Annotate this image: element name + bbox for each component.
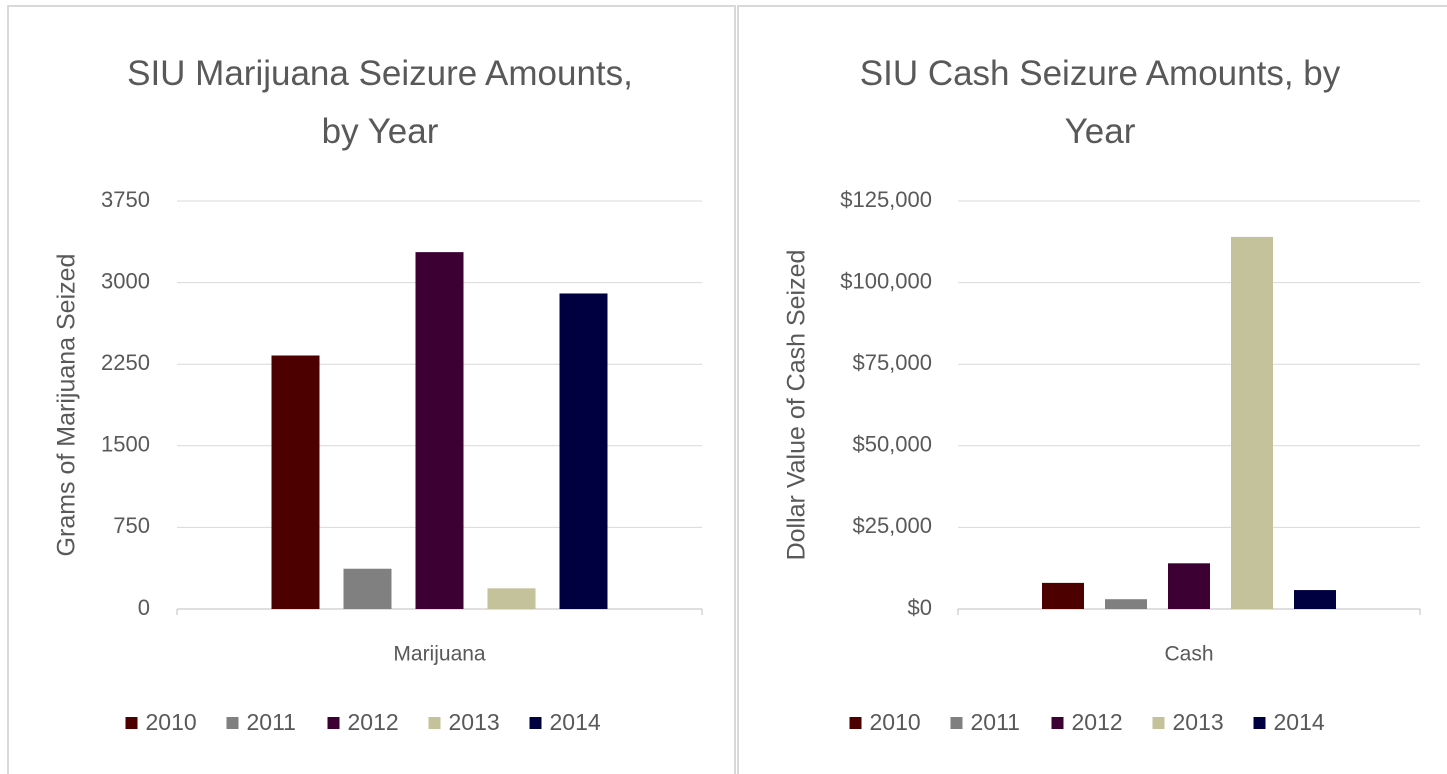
legend-swatch (529, 717, 542, 729)
y-tick-label: $125,000 (840, 187, 932, 212)
bar (1105, 599, 1147, 609)
legend-label: 2012 (348, 709, 399, 735)
x-tick-label: Marijuana (393, 643, 486, 666)
bar (559, 293, 608, 609)
legend-swatch (1152, 717, 1165, 729)
bar (415, 252, 464, 610)
y-tick-label: $100,000 (840, 268, 932, 293)
legend-swatch (428, 717, 441, 729)
legend-label: 2013 (1173, 709, 1224, 735)
legend-swatch (226, 717, 239, 729)
y-tick-label: 750 (113, 513, 150, 538)
legend-swatch (327, 717, 340, 729)
legend-label: 2014 (1274, 709, 1325, 735)
legend-swatch (950, 717, 963, 729)
y-tick-label: 0 (138, 595, 150, 620)
y-tick-label: 2250 (101, 350, 150, 375)
bar (271, 355, 320, 609)
legend-swatch (125, 717, 138, 729)
legend-label: 2010 (870, 709, 921, 735)
panel-border (737, 5, 1447, 774)
y-tick-label: $75,000 (852, 350, 932, 375)
chart-title: SIU Cash Seizure Amounts, by Year (859, 54, 1341, 151)
bar (343, 568, 392, 609)
legend-label: 2012 (1072, 709, 1123, 735)
bar (487, 588, 536, 609)
y-tick-label: 3000 (101, 268, 150, 293)
y-tick-label: 3750 (101, 187, 150, 212)
legend-label: 2011 (247, 709, 296, 735)
y-tick-label: 1500 (101, 432, 150, 457)
legend-label: 2010 (146, 709, 197, 735)
legend-label: 2014 (550, 709, 601, 735)
legend-label: 2013 (449, 709, 500, 735)
bar (1294, 590, 1336, 609)
x-tick-label: Cash (1164, 643, 1213, 666)
bar (1042, 582, 1084, 609)
legend-swatch (849, 717, 862, 729)
panel-border (7, 5, 736, 774)
chart-title: SIU Marijuana Seizure Amounts, by Year (127, 54, 633, 151)
y-tick-label: $25,000 (852, 513, 932, 538)
y-tick-label: $50,000 (852, 432, 932, 457)
bar (1168, 563, 1210, 609)
y-axis-title: Grams of Marijuana Seized (53, 254, 81, 557)
legend-swatch (1253, 717, 1266, 729)
bar (1231, 236, 1273, 610)
y-axis-title: Dollar Value of Cash Seized (783, 250, 811, 561)
legend-label: 2011 (971, 709, 1020, 735)
legend-swatch (1051, 717, 1064, 729)
y-tick-label: $0 (908, 595, 932, 620)
